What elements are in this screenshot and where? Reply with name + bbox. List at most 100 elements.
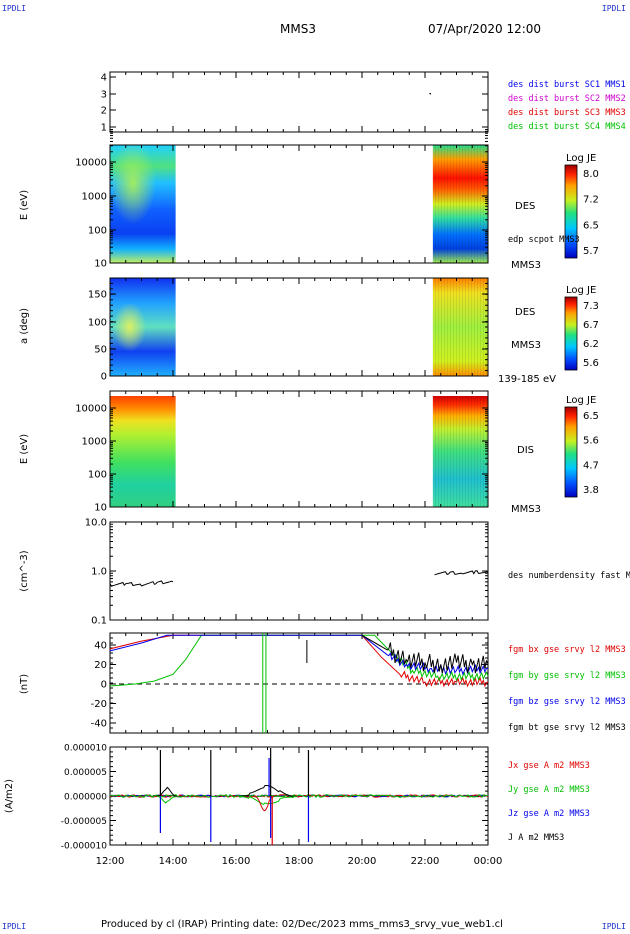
colorbar-title: Log JE [566,153,596,164]
colorbar-tick-label: 5.7 [583,246,599,257]
x-tick-label: 18:00 [285,856,314,867]
legend-current-2: Jy gse A m2 MMS3 [508,785,590,795]
y-tick-label: 10.0 [85,518,107,529]
colorbar-title: Log JE [566,285,596,296]
density-series-segment-2 [434,570,489,576]
corner-label-top-left: IPDLI [2,4,27,13]
datetime-title: 07/Apr/2020 12:00 [428,22,542,36]
y-axis-label: (A/m2) [4,779,15,813]
energy-range-label: 139-185 eV [498,374,556,385]
bfield-series-1-segment-1 [109,634,489,688]
edp-scpot-label: edp scpot MMS3 [508,235,580,245]
corner-label-bottom-left: IPDLI [2,922,27,931]
x-tick-label: 22:00 [411,856,440,867]
colorbar [564,164,578,259]
y-tick-label: 100 [88,470,107,481]
des-energy-spectrogram-highlight [110,145,176,263]
y-axis-label: (cm^-3) [19,550,30,591]
colorbar-tick-label: 4.7 [583,460,599,471]
y-tick-label: 1000 [82,192,107,203]
y-tick-label: 100 [88,318,107,329]
spacecraft-label: MMS3 [511,504,541,515]
y-tick-label: 0 [101,680,107,691]
legend-current-3: Jz gse A m2 MMS3 [508,809,590,819]
des-label: DES [515,201,535,212]
density-series-segment-1 [109,580,174,587]
panel-magnetic-field-frame [109,632,489,734]
y-axis-label: a (deg) [19,308,30,344]
y-tick-label: 0.000000 [64,793,107,803]
y-tick-label: -0.000010 [61,842,107,852]
colorbar [564,296,578,371]
bfield-series-3-segment-1 [109,634,489,676]
legend-bfield-4: fgm bt gse srvy l2 MMS3 [508,723,626,733]
des-energy-spectrogram-texture [432,145,488,263]
x-tick-label: 20:00 [348,856,377,867]
x-tick-label: 12:00 [96,856,125,867]
y-tick-label: 3 [101,90,107,101]
colorbar-tick-label: 3.8 [583,485,599,496]
y-tick-label: 1.0 [91,567,107,578]
colorbar [564,406,578,498]
y-tick-label: 0.000010 [64,744,107,754]
colorbar-tick-label: 6.5 [583,220,599,231]
y-tick-label: 40 [94,641,107,652]
current-bump [239,785,296,798]
des-label: DES [515,307,535,318]
legend-bfield-3: fgm bz gse srvy l2 MMS3 [508,697,626,707]
corner-label-top-right: IPDLI [601,4,626,13]
x-tick-label: 14:00 [159,856,188,867]
y-axis-label: E (eV) [19,434,30,464]
colorbar-tick-label: 6.5 [583,411,599,422]
colorbar-tick-label: 6.2 [583,339,599,350]
colorbar-tick-label: 5.6 [583,436,599,447]
colorbar-tick-label: 8.0 [583,169,599,180]
y-tick-label: -40 [91,719,107,730]
current-bump [239,795,296,806]
dis-label: DIS [517,445,534,456]
colorbar-tick-label: 6.7 [583,320,599,331]
colorbar-tick-label: 7.3 [583,301,599,312]
y-tick-label: 10000 [75,404,107,415]
y-tick-label: 10 [94,259,107,270]
y-tick-label: 100 [88,226,107,237]
y-axis-label: (nT) [19,674,30,694]
panel-availability-frame [109,71,489,133]
y-tick-label: 10 [94,503,107,514]
y-tick-label: 2 [101,106,107,117]
footer-credits: Produced by cl (IRAP) Printing date: 02/… [101,919,503,930]
y-tick-label: 1 [101,123,107,134]
y-tick-label: 4 [101,73,107,84]
legend-availability-1: des dist burst SC1 MMS1 [508,80,626,90]
y-tick-label: -20 [91,699,107,710]
spacecraft-title: MMS3 [280,22,316,36]
legend-current-4: J A m2 MMS3 [508,833,564,843]
corner-label-bottom-right: IPDLI [601,922,626,931]
y-tick-label: 10000 [75,158,107,169]
y-tick-label: -0.000005 [61,817,107,827]
legend-availability-3: des dist burst SC3 MMS3 [508,108,626,118]
colorbar-title: Log JE [566,395,596,406]
spacecraft-label: MMS3 [511,340,541,351]
y-tick-label: 1000 [82,437,107,448]
y-tick-label: 0 [101,372,107,383]
colorbar-tick-label: 7.2 [583,195,599,206]
legend-density: des numberdensity fast M [508,571,630,581]
x-tick-label: 16:00 [222,856,251,867]
x-tick-label: 00:00 [474,856,503,867]
y-tick-label: 0.000005 [64,768,107,778]
y-tick-label: 50 [94,345,107,356]
legend-availability-2: des dist burst SC2 MMS2 [508,94,626,104]
legend-availability-4: des dist burst SC4 MMS4 [508,122,626,132]
des-pitch-spectrogram-highlight [110,278,176,376]
y-tick-label: 20 [94,660,107,671]
legend-current-1: Jx gse A m2 MMS3 [508,761,590,771]
bfield-series-2-segment-1 [109,634,489,687]
dis-energy-spectrogram-block-1 [110,396,176,507]
y-tick-label: 150 [88,290,107,301]
availability-point [429,92,432,95]
des-pitch-spectrogram-texture [432,278,488,376]
current-series-2-baseline [109,794,489,799]
colorbar-tick-label: 5.6 [583,358,599,369]
